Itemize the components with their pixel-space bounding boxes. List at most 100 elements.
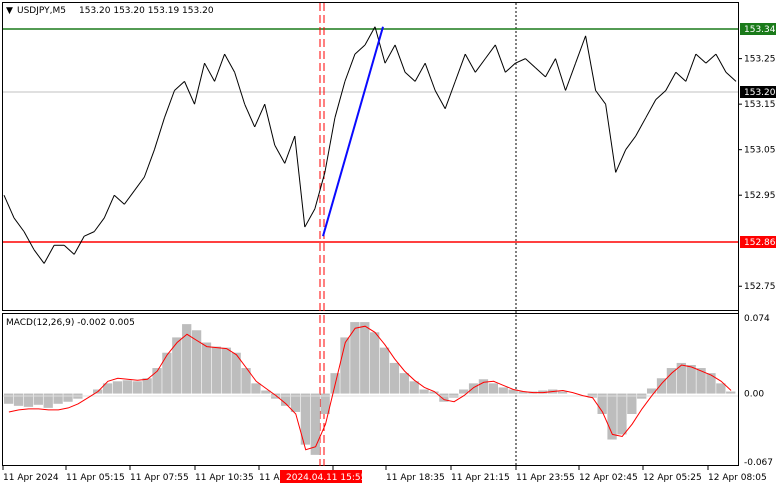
price-segment bbox=[184, 81, 195, 105]
price-segment bbox=[444, 81, 456, 109]
price-segment bbox=[494, 44, 506, 73]
price-series bbox=[3, 26, 737, 264]
macd-bar bbox=[389, 362, 400, 394]
price-segment bbox=[43, 245, 55, 264]
price-tick-label: 153.25 bbox=[744, 55, 776, 65]
macd-bar bbox=[508, 389, 518, 394]
time-highlight-text: 2024.04.11 15:55 bbox=[286, 473, 366, 483]
macd-bar bbox=[13, 393, 24, 406]
price-segment bbox=[725, 71, 737, 82]
time-tick-label: 11 Apr 05:15 bbox=[66, 473, 125, 483]
price-tick-label: 153.15 bbox=[744, 100, 776, 110]
time-tick-label: 11 A bbox=[259, 473, 280, 483]
price-segment bbox=[474, 58, 486, 73]
time-axis: 11 Apr 2024 11 Apr 05:15 11 Apr 07:55 11 Ap… bbox=[2, 466, 767, 483]
macd-bar bbox=[300, 393, 311, 445]
price-segment bbox=[635, 117, 647, 137]
macd-bar bbox=[646, 388, 657, 394]
price-tick-label: 152.95 bbox=[744, 191, 776, 201]
macd-bar bbox=[53, 393, 63, 404]
price-segment bbox=[334, 81, 346, 118]
price-segment bbox=[685, 53, 697, 82]
dropdown-triangle-icon[interactable]: ▼ bbox=[6, 6, 13, 16]
time-tick-label: 12 Apr 05:25 bbox=[643, 473, 702, 483]
macd-bar bbox=[607, 393, 617, 440]
macd-bar bbox=[656, 378, 667, 394]
price-segment bbox=[73, 235, 85, 255]
macd-histogram bbox=[4, 322, 736, 455]
price-segment bbox=[484, 44, 496, 59]
price-segment bbox=[695, 53, 707, 64]
price-tick-label: 153.05 bbox=[744, 146, 776, 156]
time-tick-label: 11 Apr 2024 bbox=[3, 473, 59, 483]
time-tick-label: 11 Apr 23:55 bbox=[516, 473, 575, 483]
price-segment bbox=[414, 62, 426, 82]
price-segment bbox=[535, 67, 546, 78]
macd-bar bbox=[191, 330, 202, 394]
resistance-badge-text: 153.34 bbox=[744, 25, 776, 35]
macd-bar bbox=[261, 390, 271, 394]
macd-bar bbox=[4, 393, 14, 404]
macd-bar bbox=[439, 393, 449, 402]
macd-signal-line bbox=[8, 325, 732, 451]
macd-bar bbox=[132, 381, 142, 394]
macd-bar bbox=[102, 383, 113, 394]
macd-bar bbox=[518, 391, 528, 394]
price-segment bbox=[33, 249, 45, 264]
price-segment bbox=[394, 44, 406, 73]
macd-bar bbox=[122, 380, 132, 394]
macd-bar bbox=[201, 342, 212, 394]
price-segment bbox=[224, 53, 236, 73]
macd-bar bbox=[241, 368, 251, 394]
price-segment bbox=[254, 103, 266, 128]
price-segment bbox=[424, 63, 436, 91]
macd-bar bbox=[280, 393, 291, 406]
price-segment bbox=[23, 231, 35, 251]
price-segment bbox=[545, 58, 556, 78]
macd-bar bbox=[627, 393, 637, 414]
macd-bar bbox=[666, 368, 677, 394]
price-segment bbox=[174, 81, 185, 91]
price-segment bbox=[314, 172, 326, 209]
macd-tick-label: -0.067 bbox=[744, 458, 773, 468]
macd-bar bbox=[409, 381, 419, 394]
macd-bar bbox=[290, 393, 301, 412]
price-segment bbox=[655, 90, 667, 100]
macd-bar bbox=[716, 383, 726, 394]
time-tick-label: 11 Apr 07:55 bbox=[130, 473, 189, 483]
price-segment bbox=[113, 194, 125, 205]
macd-bar bbox=[676, 362, 686, 394]
macd-bar bbox=[419, 389, 429, 394]
macd-bar bbox=[686, 364, 696, 394]
price-segment bbox=[645, 99, 657, 119]
macd-bar bbox=[370, 332, 380, 394]
time-tick-label: 11 Apr 10:35 bbox=[195, 473, 254, 483]
price-segment bbox=[354, 44, 366, 55]
price-segment bbox=[505, 62, 516, 73]
resistance-badge bbox=[740, 23, 776, 35]
price-segment bbox=[234, 72, 246, 105]
macd-bar bbox=[726, 391, 736, 394]
macd-bar bbox=[231, 352, 241, 394]
trend-line bbox=[322, 26, 384, 237]
support-badge bbox=[740, 236, 776, 248]
main-panel-frame bbox=[2, 2, 739, 311]
macd-bar bbox=[251, 383, 261, 394]
price-segment bbox=[715, 53, 727, 73]
price-segment bbox=[665, 72, 677, 91]
macd-bar bbox=[33, 393, 43, 405]
price-segment bbox=[153, 117, 165, 150]
price-segment bbox=[324, 117, 336, 173]
macd-bar bbox=[112, 381, 123, 394]
macd-bar bbox=[706, 373, 716, 394]
price-segment bbox=[274, 144, 286, 164]
macd-bar bbox=[172, 337, 182, 394]
time-highlight-badge bbox=[280, 470, 362, 483]
price-segment bbox=[555, 58, 567, 91]
time-tick-label: 11 Apr 21:15 bbox=[451, 473, 510, 483]
macd-bar bbox=[340, 337, 350, 394]
price-segment bbox=[464, 53, 476, 73]
price-segment bbox=[133, 176, 145, 191]
price-segment bbox=[93, 217, 105, 232]
